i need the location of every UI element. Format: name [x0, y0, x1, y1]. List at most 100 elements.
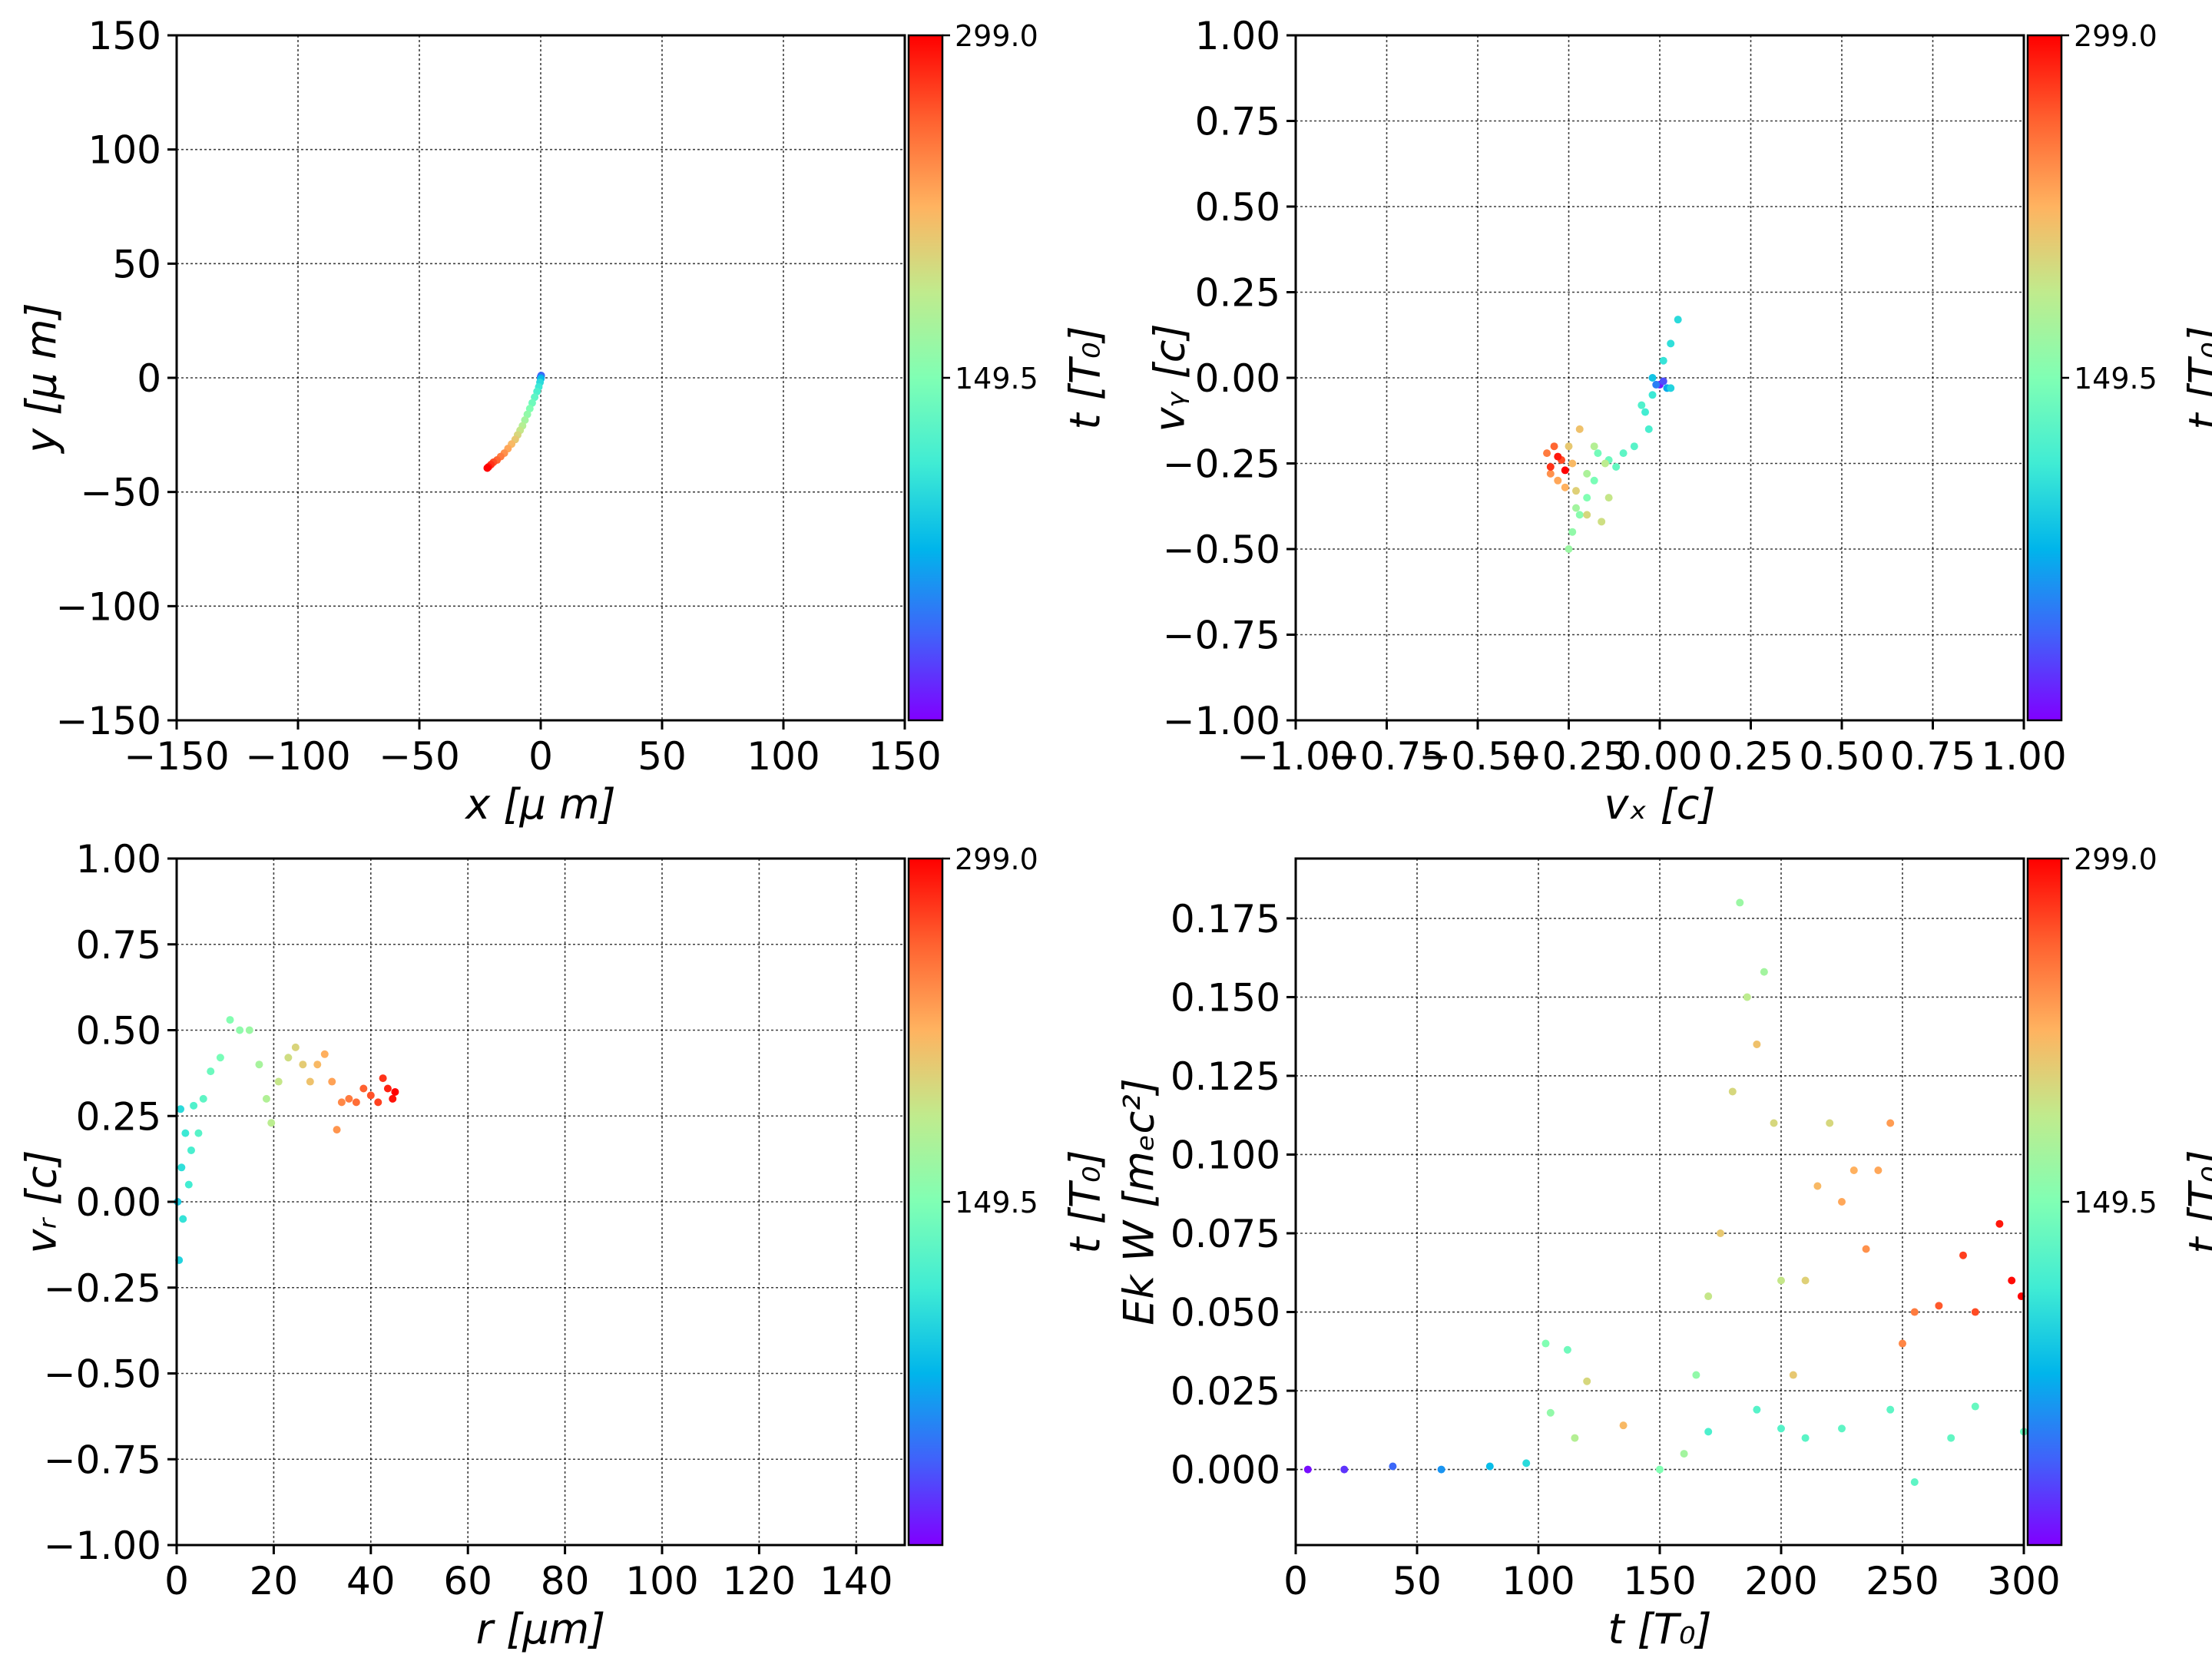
- data-point: [184, 1180, 193, 1189]
- data-point: [1561, 466, 1569, 475]
- colorbar-tick-label: 299.0: [955, 842, 1038, 876]
- x-tick-label: −150: [124, 734, 229, 779]
- data-point: [1838, 1424, 1846, 1433]
- colorbar-tick-label: 149.5: [955, 1186, 1038, 1219]
- colorbar-tick-label: 299.0: [955, 19, 1038, 53]
- data-point: [262, 1094, 270, 1103]
- data-point: [179, 1215, 187, 1223]
- data-point: [383, 1084, 392, 1093]
- y-tick-label: 0.50: [1195, 185, 1280, 230]
- x-axis-label: x [μ m]: [464, 780, 615, 829]
- x-tick-label: 50: [637, 734, 687, 779]
- data-point: [1541, 1339, 1550, 1348]
- y-axis-label: y [μ m]: [18, 303, 66, 454]
- colorbar-label: t [T₀]: [1061, 326, 1110, 429]
- x-tick-label: −0.25: [1510, 734, 1628, 779]
- data-point: [291, 1043, 300, 1051]
- data-point: [1575, 511, 1584, 519]
- data-point: [194, 1129, 203, 1137]
- x-tick-label: 0: [164, 1559, 189, 1603]
- colorbar: 149.5 299.0 t [T₀]: [2026, 19, 2212, 722]
- y-tick-label: −1.00: [1163, 699, 1280, 743]
- data-point: [226, 1016, 234, 1024]
- y-tick-label: 0.00: [1195, 356, 1280, 401]
- data-point: [374, 1098, 382, 1107]
- data-point: [1826, 1119, 1834, 1127]
- colorbar-label: t [T₀]: [1061, 1150, 1110, 1253]
- data-point: [1583, 1377, 1591, 1385]
- data-point: [1753, 1040, 1761, 1048]
- data-point: [1554, 476, 1562, 485]
- data-point: [267, 1119, 276, 1127]
- data-point: [333, 1126, 341, 1134]
- data-point: [1641, 408, 1650, 416]
- y-tick-label: 0.75: [1195, 100, 1280, 144]
- y-tick-label: 0.025: [1171, 1369, 1280, 1414]
- data-point: [199, 1094, 207, 1103]
- x-tick-label: 1.00: [1981, 734, 2066, 779]
- x-tick-label: 80: [541, 1559, 590, 1603]
- data-point: [483, 464, 492, 472]
- y-tick-label: 0.25: [1195, 271, 1280, 316]
- x-tick-label: −0.75: [1328, 734, 1445, 779]
- colorbar-label: t [T₀]: [2181, 1150, 2212, 1253]
- data-point: [274, 1077, 283, 1086]
- data-point: [1601, 459, 1609, 468]
- data-point: [1583, 511, 1591, 519]
- x-axis-label: vₓ [c]: [1604, 780, 1716, 829]
- x-tick-label: 0.50: [1799, 734, 1884, 779]
- data-point: [1619, 449, 1628, 458]
- colorbar: 149.5 299.0 t [T₀]: [2026, 842, 2212, 1547]
- data-point: [1550, 442, 1558, 451]
- data-point: [1760, 968, 1768, 976]
- data-point: [1594, 449, 1602, 458]
- y-axis-label: vᵧ [c]: [1146, 323, 1194, 432]
- x-tick-label: 0.75: [1890, 734, 1975, 779]
- y-tick-label: −1.00: [44, 1524, 161, 1568]
- x-tick-label: 40: [346, 1559, 396, 1603]
- data-point: [177, 1105, 185, 1113]
- data-point: [177, 1163, 186, 1172]
- data-point: [1619, 1421, 1628, 1430]
- data-point: [1910, 1308, 1919, 1316]
- x-tick-label: 150: [1623, 1559, 1696, 1603]
- x-axis-label: r [μm]: [476, 1605, 605, 1653]
- data-point: [328, 1077, 336, 1086]
- x-tick-label: 0: [528, 734, 553, 779]
- data-point: [1680, 1450, 1688, 1458]
- data-point: [1659, 377, 1667, 385]
- data-point: [313, 1061, 322, 1069]
- data-point: [1753, 1405, 1761, 1414]
- data-point: [1910, 1477, 1919, 1486]
- panel-vxvy: −1.00−0.75−0.50−0.250.00 0.25 0.50 0.75 1.00…: [1146, 14, 2212, 829]
- x-tick-label: 0.25: [1708, 734, 1793, 779]
- data-point: [389, 1094, 397, 1103]
- colorbar: 149.5 299.0 t [T₀]: [907, 19, 1110, 722]
- y-tick-label: −0.25: [1163, 442, 1280, 487]
- data-point: [1947, 1434, 1955, 1442]
- data-point: [1612, 462, 1621, 471]
- data-point: [299, 1061, 307, 1069]
- data-point: [1546, 469, 1555, 478]
- data-point: [1565, 442, 1573, 451]
- y-tick-label: 1.00: [76, 837, 161, 882]
- data-point: [1568, 459, 1577, 468]
- data-point: [1886, 1405, 1895, 1414]
- data-point: [1743, 993, 1751, 1001]
- colorbar-tick-label: 299.0: [2074, 19, 2157, 53]
- panel-xy: −150 −100 −50 0 50 100 150 150 100 50 0 −50 −100 −150…: [18, 14, 1110, 829]
- colorbar-label: t [T₀]: [2181, 326, 2212, 429]
- data-point: [1546, 462, 1555, 471]
- y-tick-label: 150: [88, 14, 161, 58]
- data-point: [1630, 442, 1638, 451]
- data-point: [366, 1091, 375, 1100]
- data-point: [1568, 528, 1577, 536]
- data-point: [1340, 1465, 1349, 1474]
- x-tick-label: 100: [747, 734, 820, 779]
- y-tick-label: 0.125: [1171, 1054, 1280, 1099]
- x-tick-label: 150: [868, 734, 941, 779]
- x-tick-label: 120: [723, 1559, 796, 1603]
- data-point: [1704, 1292, 1713, 1301]
- data-point: [181, 1129, 190, 1137]
